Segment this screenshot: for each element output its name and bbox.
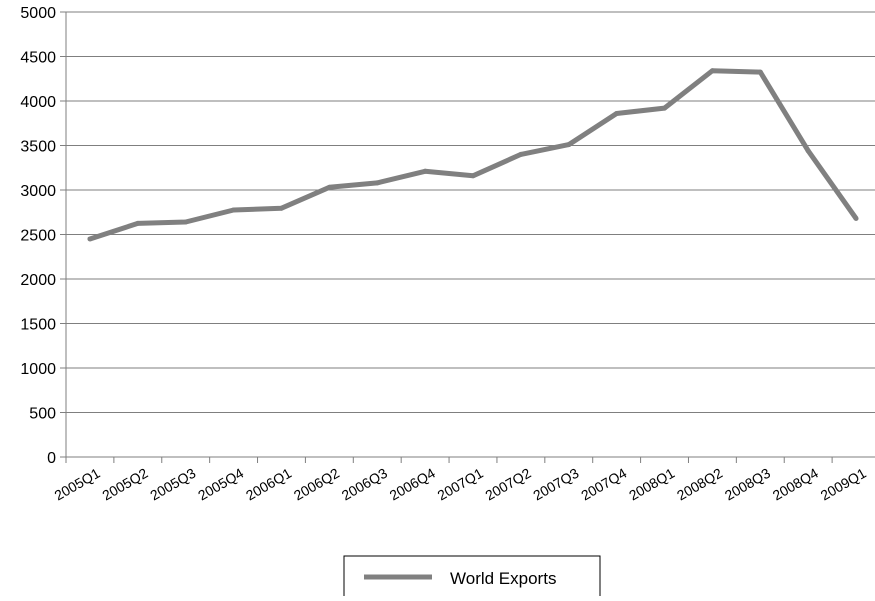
data-point	[518, 151, 524, 157]
x-tick-label: 2006Q2	[291, 465, 342, 504]
y-tick-label: 3500	[20, 139, 56, 156]
y-tick-label: 3000	[20, 183, 56, 200]
x-tick-label: 2006Q4	[387, 465, 438, 504]
y-tick-label: 1500	[20, 317, 56, 334]
data-point	[326, 184, 332, 190]
y-axis-tick-labels: 0 500 1000 1500 2000 2500 3000 3500 4000 4500 5000	[20, 5, 56, 467]
y-tick-label: 2500	[20, 228, 56, 245]
data-point	[470, 173, 476, 179]
x-tick-label: 2008Q3	[722, 465, 773, 504]
data-point	[566, 142, 572, 148]
data-point	[853, 215, 859, 221]
x-tick-label: 2007Q4	[578, 465, 629, 504]
data-point	[757, 69, 763, 75]
series-line-0	[89, 68, 859, 242]
data-point	[278, 205, 284, 211]
data-point	[135, 220, 141, 226]
x-tick-label: 2007Q2	[482, 465, 533, 504]
data-point	[374, 180, 380, 186]
data-point	[709, 68, 715, 74]
data-point	[614, 110, 620, 116]
y-tick-label: 5000	[20, 5, 56, 22]
y-tick-label: 0	[47, 450, 56, 467]
data-point	[87, 236, 93, 242]
legend: World Exports	[343, 555, 601, 599]
x-tick-label: 2005Q4	[195, 465, 246, 504]
y-tick-label: 1000	[20, 361, 56, 378]
gridlines	[66, 11, 875, 413]
x-tick-label: 2007Q1	[435, 465, 486, 504]
axes	[60, 11, 875, 463]
x-tick-label: 2008Q1	[626, 465, 677, 504]
x-tick-label: 2005Q2	[99, 465, 150, 504]
x-tick-label: 2006Q3	[339, 465, 390, 504]
x-axis-tick-labels: 2005Q12005Q22005Q32005Q42006Q12006Q22006…	[51, 465, 868, 504]
data-point	[183, 219, 189, 225]
x-tick-label: 2007Q3	[530, 465, 581, 504]
x-tick-label: 2008Q2	[674, 465, 725, 504]
data-point	[422, 168, 428, 174]
x-tick-label: 2005Q1	[51, 465, 102, 504]
y-tick-label: 500	[29, 406, 56, 423]
legend-label-world-exports: World Exports	[450, 569, 556, 588]
y-tick-label: 4500	[20, 50, 56, 67]
y-tick-label: 4000	[20, 94, 56, 111]
x-tick-label: 2009Q1	[818, 465, 869, 504]
data-point	[231, 207, 237, 213]
series-lines	[87, 68, 859, 242]
x-tick-label: 2005Q3	[147, 465, 198, 504]
x-tick-label: 2006Q1	[243, 465, 294, 504]
y-tick-label: 2000	[20, 272, 56, 289]
x-tick-label: 2008Q4	[770, 465, 821, 504]
data-point	[662, 105, 668, 111]
data-point	[805, 148, 811, 154]
